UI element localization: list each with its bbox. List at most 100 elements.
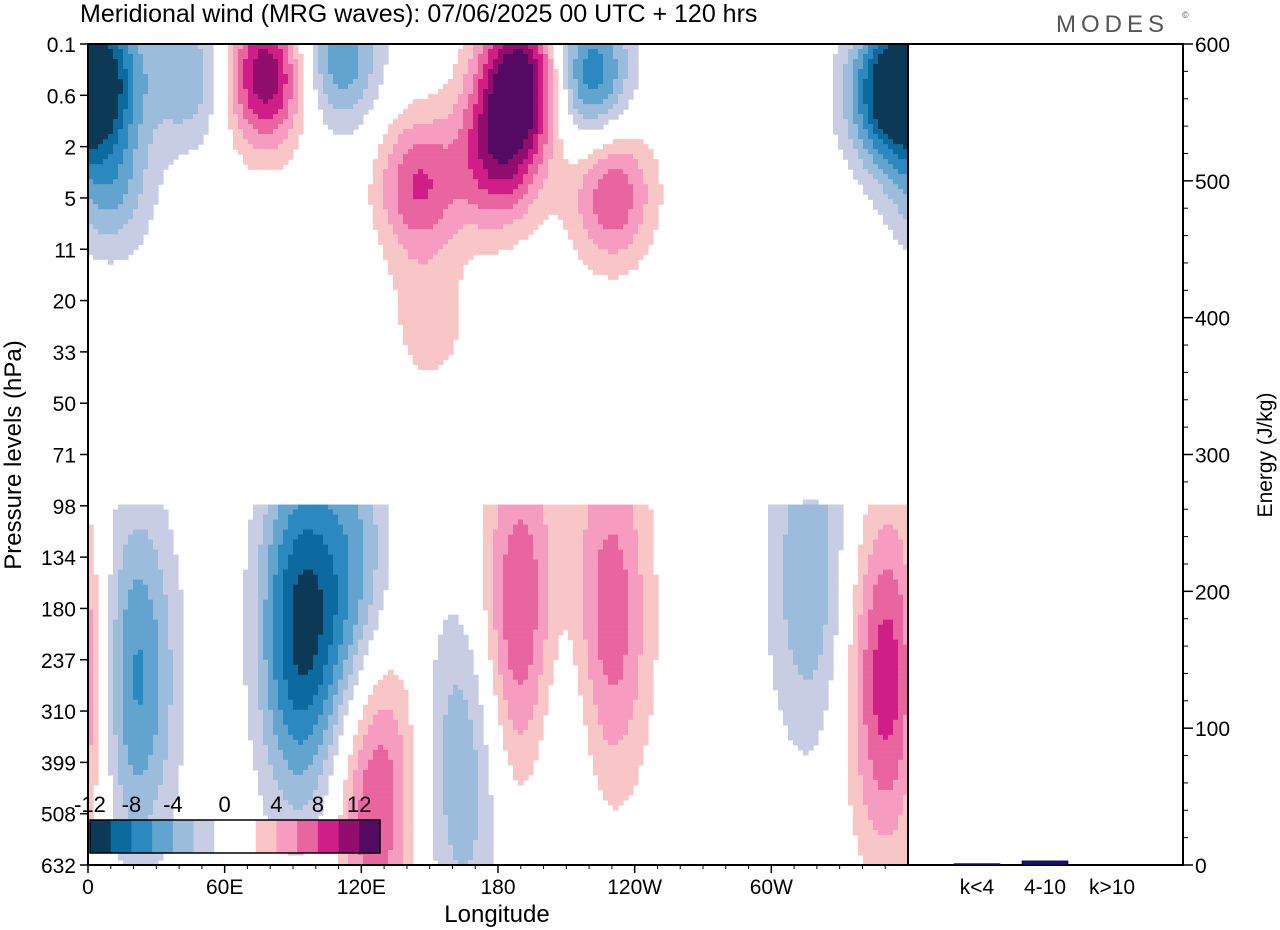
heatmap-cell <box>133 134 139 140</box>
heatmap-cell <box>288 49 294 55</box>
heatmap-cell <box>88 94 94 100</box>
heatmap-cell <box>513 209 519 215</box>
heatmap-cell <box>378 69 384 75</box>
heatmap-cell <box>448 154 454 160</box>
heatmap-cell <box>458 194 464 200</box>
heatmap-cell <box>163 54 169 60</box>
heatmap-cell <box>293 114 299 120</box>
heatmap-cell <box>363 44 369 50</box>
heatmap-cell <box>408 314 414 320</box>
heatmap-cell <box>488 84 494 90</box>
heatmap-cell <box>163 109 169 115</box>
heatmap-cell <box>258 99 264 105</box>
heatmap-cell <box>448 324 454 330</box>
heatmap-cell <box>573 44 579 50</box>
heatmap-cell <box>353 59 359 65</box>
heatmap-cell <box>558 509 564 516</box>
heatmap-cell <box>403 314 409 320</box>
heatmap-cell <box>863 179 869 185</box>
heatmap-cell <box>108 114 114 120</box>
heatmap-cell <box>613 259 619 265</box>
heatmap-cell <box>433 349 439 355</box>
heatmap-cell <box>418 189 424 195</box>
heatmap-cell <box>838 49 844 55</box>
heatmap-cell <box>168 159 174 165</box>
heatmap-cell <box>853 79 859 85</box>
heatmap-cell <box>493 244 499 250</box>
heatmap-cell <box>428 139 434 145</box>
heatmap-cell <box>403 284 409 290</box>
heatmap-cell <box>548 119 554 125</box>
heatmap-cell <box>93 124 99 130</box>
heatmap-cell <box>538 544 544 551</box>
heatmap-cell <box>578 204 584 210</box>
heatmap-cell <box>128 509 134 516</box>
heatmap-cell <box>608 104 614 110</box>
heatmap-cell <box>558 199 564 205</box>
heatmap-cell <box>543 534 549 541</box>
heatmap-cell <box>653 214 659 220</box>
heatmap-cell <box>593 99 599 105</box>
heatmap-cell <box>628 174 634 180</box>
heatmap-cell <box>513 139 519 145</box>
heatmap-cell <box>598 79 604 85</box>
heatmap-cell <box>508 219 514 225</box>
heatmap-cell <box>183 144 189 150</box>
heatmap-cell <box>633 79 639 85</box>
heatmap-cell <box>178 64 184 70</box>
heatmap-cell <box>513 69 519 75</box>
heatmap-cell <box>433 164 439 170</box>
heatmap-cell <box>298 539 304 546</box>
heatmap-cell <box>163 84 169 90</box>
heatmap-cell <box>488 49 494 55</box>
heatmap-cell <box>463 219 469 225</box>
heatmap-cell <box>518 59 524 65</box>
heatmap-cell <box>423 224 429 230</box>
heatmap-cell <box>253 514 259 521</box>
heatmap-cell <box>418 239 424 245</box>
heatmap-cell <box>823 509 829 516</box>
heatmap-cell <box>138 214 144 220</box>
heatmap-cell <box>93 54 99 60</box>
heatmap-cell <box>638 249 644 255</box>
heatmap-cell <box>573 79 579 85</box>
heatmap-cell <box>903 529 908 536</box>
heatmap-cell <box>103 219 109 225</box>
heatmap-cell <box>123 94 129 100</box>
heatmap-cell <box>243 59 249 65</box>
heatmap-cell <box>628 504 634 511</box>
heatmap-cell <box>453 109 459 115</box>
heatmap-cell <box>113 509 119 516</box>
heatmap-cell <box>353 534 359 541</box>
heatmap-cell <box>108 259 114 265</box>
heatmap-cell <box>613 244 619 250</box>
heatmap-cell <box>863 144 869 150</box>
heatmap-cell <box>493 204 499 210</box>
heatmap-cell <box>443 164 449 170</box>
heatmap-cell <box>868 134 874 140</box>
heatmap-cell <box>368 59 374 65</box>
heatmap-cell <box>873 544 879 551</box>
heatmap-cell <box>398 119 404 125</box>
heatmap-cell <box>613 84 619 90</box>
heatmap-cell <box>893 49 899 55</box>
heatmap-cell <box>378 64 384 70</box>
heatmap-cell <box>583 224 589 230</box>
heatmap-cell <box>618 269 624 275</box>
heatmap-cell <box>438 334 444 340</box>
heatmap-cell <box>578 219 584 225</box>
heatmap-cell <box>113 219 119 225</box>
heatmap-cell <box>143 189 149 195</box>
heatmap-cell <box>348 114 354 120</box>
heatmap-cell <box>443 149 449 155</box>
heatmap-cell <box>353 54 359 60</box>
heatmap-cell <box>863 189 869 195</box>
heatmap-cell <box>473 69 479 75</box>
heatmap-cell <box>468 64 474 70</box>
heatmap-cell <box>413 294 419 300</box>
heatmap-cell <box>648 519 654 526</box>
heatmap-cell <box>293 64 299 70</box>
heatmap-cell <box>563 64 569 70</box>
heatmap-cell <box>103 204 109 210</box>
heatmap-cell <box>848 144 854 150</box>
